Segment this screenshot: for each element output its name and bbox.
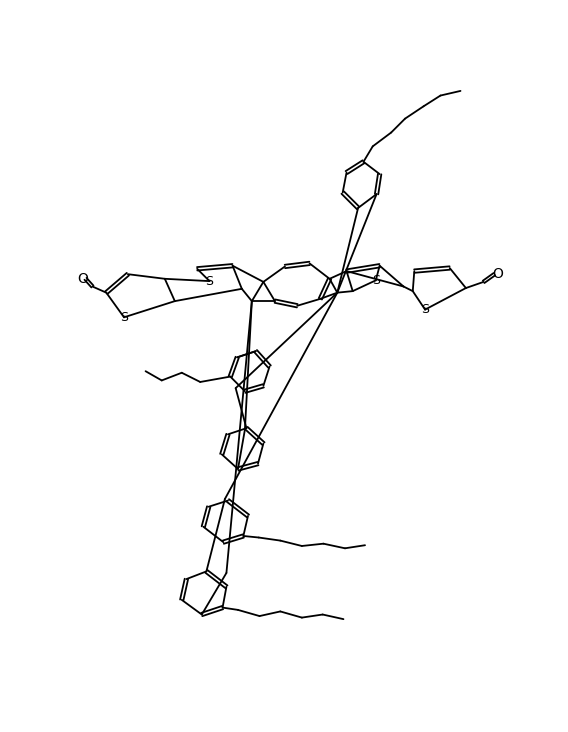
Text: S: S: [372, 274, 380, 287]
Text: S: S: [206, 274, 214, 288]
Text: S: S: [120, 311, 128, 324]
Text: O: O: [77, 272, 88, 285]
Text: S: S: [421, 303, 429, 316]
Text: O: O: [492, 267, 503, 281]
